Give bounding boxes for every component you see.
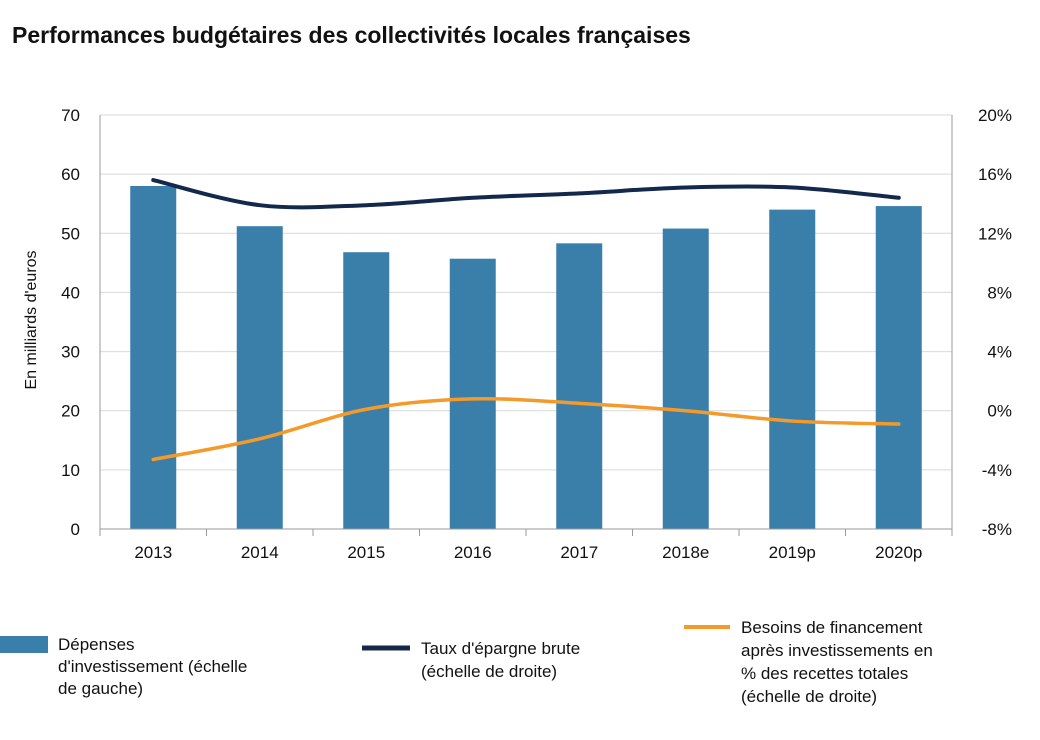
line-point bbox=[259, 438, 261, 440]
legend-label: après investissements en bbox=[741, 641, 933, 660]
line-point bbox=[685, 186, 687, 188]
x-tick-label: 2013 bbox=[134, 543, 172, 562]
legend-label: % des recettes totales bbox=[741, 664, 908, 683]
legend-label: (échelle de droite) bbox=[741, 687, 877, 706]
bar bbox=[343, 252, 390, 529]
bar bbox=[449, 258, 496, 529]
legend-label: Dépenses bbox=[58, 635, 135, 654]
line-point bbox=[685, 410, 687, 412]
chart-title: Performances budgétaires des collectivit… bbox=[12, 22, 691, 48]
right-tick-label: 20% bbox=[978, 106, 1012, 125]
bar bbox=[130, 185, 177, 529]
left-tick-label: 20 bbox=[61, 402, 80, 421]
legend-label: (échelle de droite) bbox=[421, 662, 557, 681]
line-point bbox=[472, 197, 474, 199]
right-tick-label: 16% bbox=[978, 165, 1012, 184]
bar-series bbox=[130, 185, 922, 529]
left-tick-label: 50 bbox=[61, 224, 80, 243]
legend-swatch-bars bbox=[0, 636, 48, 653]
savings-rate-line bbox=[151, 178, 901, 210]
left-tick-label: 0 bbox=[71, 520, 80, 539]
right-tick-label: 12% bbox=[978, 224, 1012, 243]
bar bbox=[556, 243, 603, 529]
x-tick-label: 2016 bbox=[454, 543, 492, 562]
left-tick-label: 60 bbox=[61, 165, 80, 184]
legend-label: d'investissement (échelle bbox=[58, 657, 247, 676]
legend: Dépenses d'investissement (échelle de gauc… bbox=[0, 618, 933, 706]
left-tick-label: 40 bbox=[61, 283, 80, 302]
financing-needs-line bbox=[151, 396, 901, 462]
right-tick-label: 8% bbox=[987, 283, 1012, 302]
left-tick-label: 10 bbox=[61, 461, 80, 480]
right-axis-ticks: -8% -4% 0% 4% 8% 12% 16% 20% bbox=[978, 106, 1012, 539]
left-tick-label: 70 bbox=[61, 106, 80, 125]
right-tick-label: 4% bbox=[987, 343, 1012, 362]
legend-label: de gauche) bbox=[58, 679, 143, 698]
bar bbox=[875, 206, 922, 529]
line-point bbox=[365, 408, 367, 410]
line-point bbox=[259, 204, 261, 206]
line-point bbox=[791, 420, 793, 422]
right-tick-label: 0% bbox=[987, 402, 1012, 421]
right-tick-label: -4% bbox=[982, 461, 1012, 480]
bar bbox=[769, 209, 816, 529]
right-tick-label: -8% bbox=[982, 520, 1012, 539]
left-axis-ticks: 0 10 20 30 40 50 60 70 bbox=[61, 106, 80, 539]
line-point bbox=[578, 402, 580, 404]
y-axis-label: En milliards d'euros bbox=[23, 250, 40, 389]
line-point bbox=[898, 197, 900, 199]
legend-label: Besoins de financement bbox=[741, 618, 923, 637]
bar bbox=[662, 228, 709, 529]
x-axis-ticks: 2013 2014 2015 2016 2017 2018e 2019p 2020p bbox=[134, 543, 922, 562]
x-tick-label: 2014 bbox=[241, 543, 279, 562]
line-point bbox=[791, 186, 793, 188]
left-tick-label: 30 bbox=[61, 343, 80, 362]
legend-label: Taux d'épargne brute bbox=[421, 639, 580, 658]
line-point bbox=[152, 459, 154, 461]
line-point bbox=[365, 204, 367, 206]
line-point bbox=[472, 398, 474, 400]
gridlines bbox=[100, 114, 952, 471]
bar bbox=[236, 226, 283, 529]
line-point bbox=[152, 179, 154, 181]
x-tick-label: 2015 bbox=[347, 543, 385, 562]
x-tick-label: 2017 bbox=[560, 543, 598, 562]
line-series bbox=[151, 178, 901, 462]
x-tick-label: 2018e bbox=[662, 543, 709, 562]
axes bbox=[99, 115, 953, 536]
line-point bbox=[578, 192, 580, 194]
x-tick-label: 2019p bbox=[769, 543, 816, 562]
x-tick-label: 2020p bbox=[875, 543, 922, 562]
line-point bbox=[898, 423, 900, 425]
